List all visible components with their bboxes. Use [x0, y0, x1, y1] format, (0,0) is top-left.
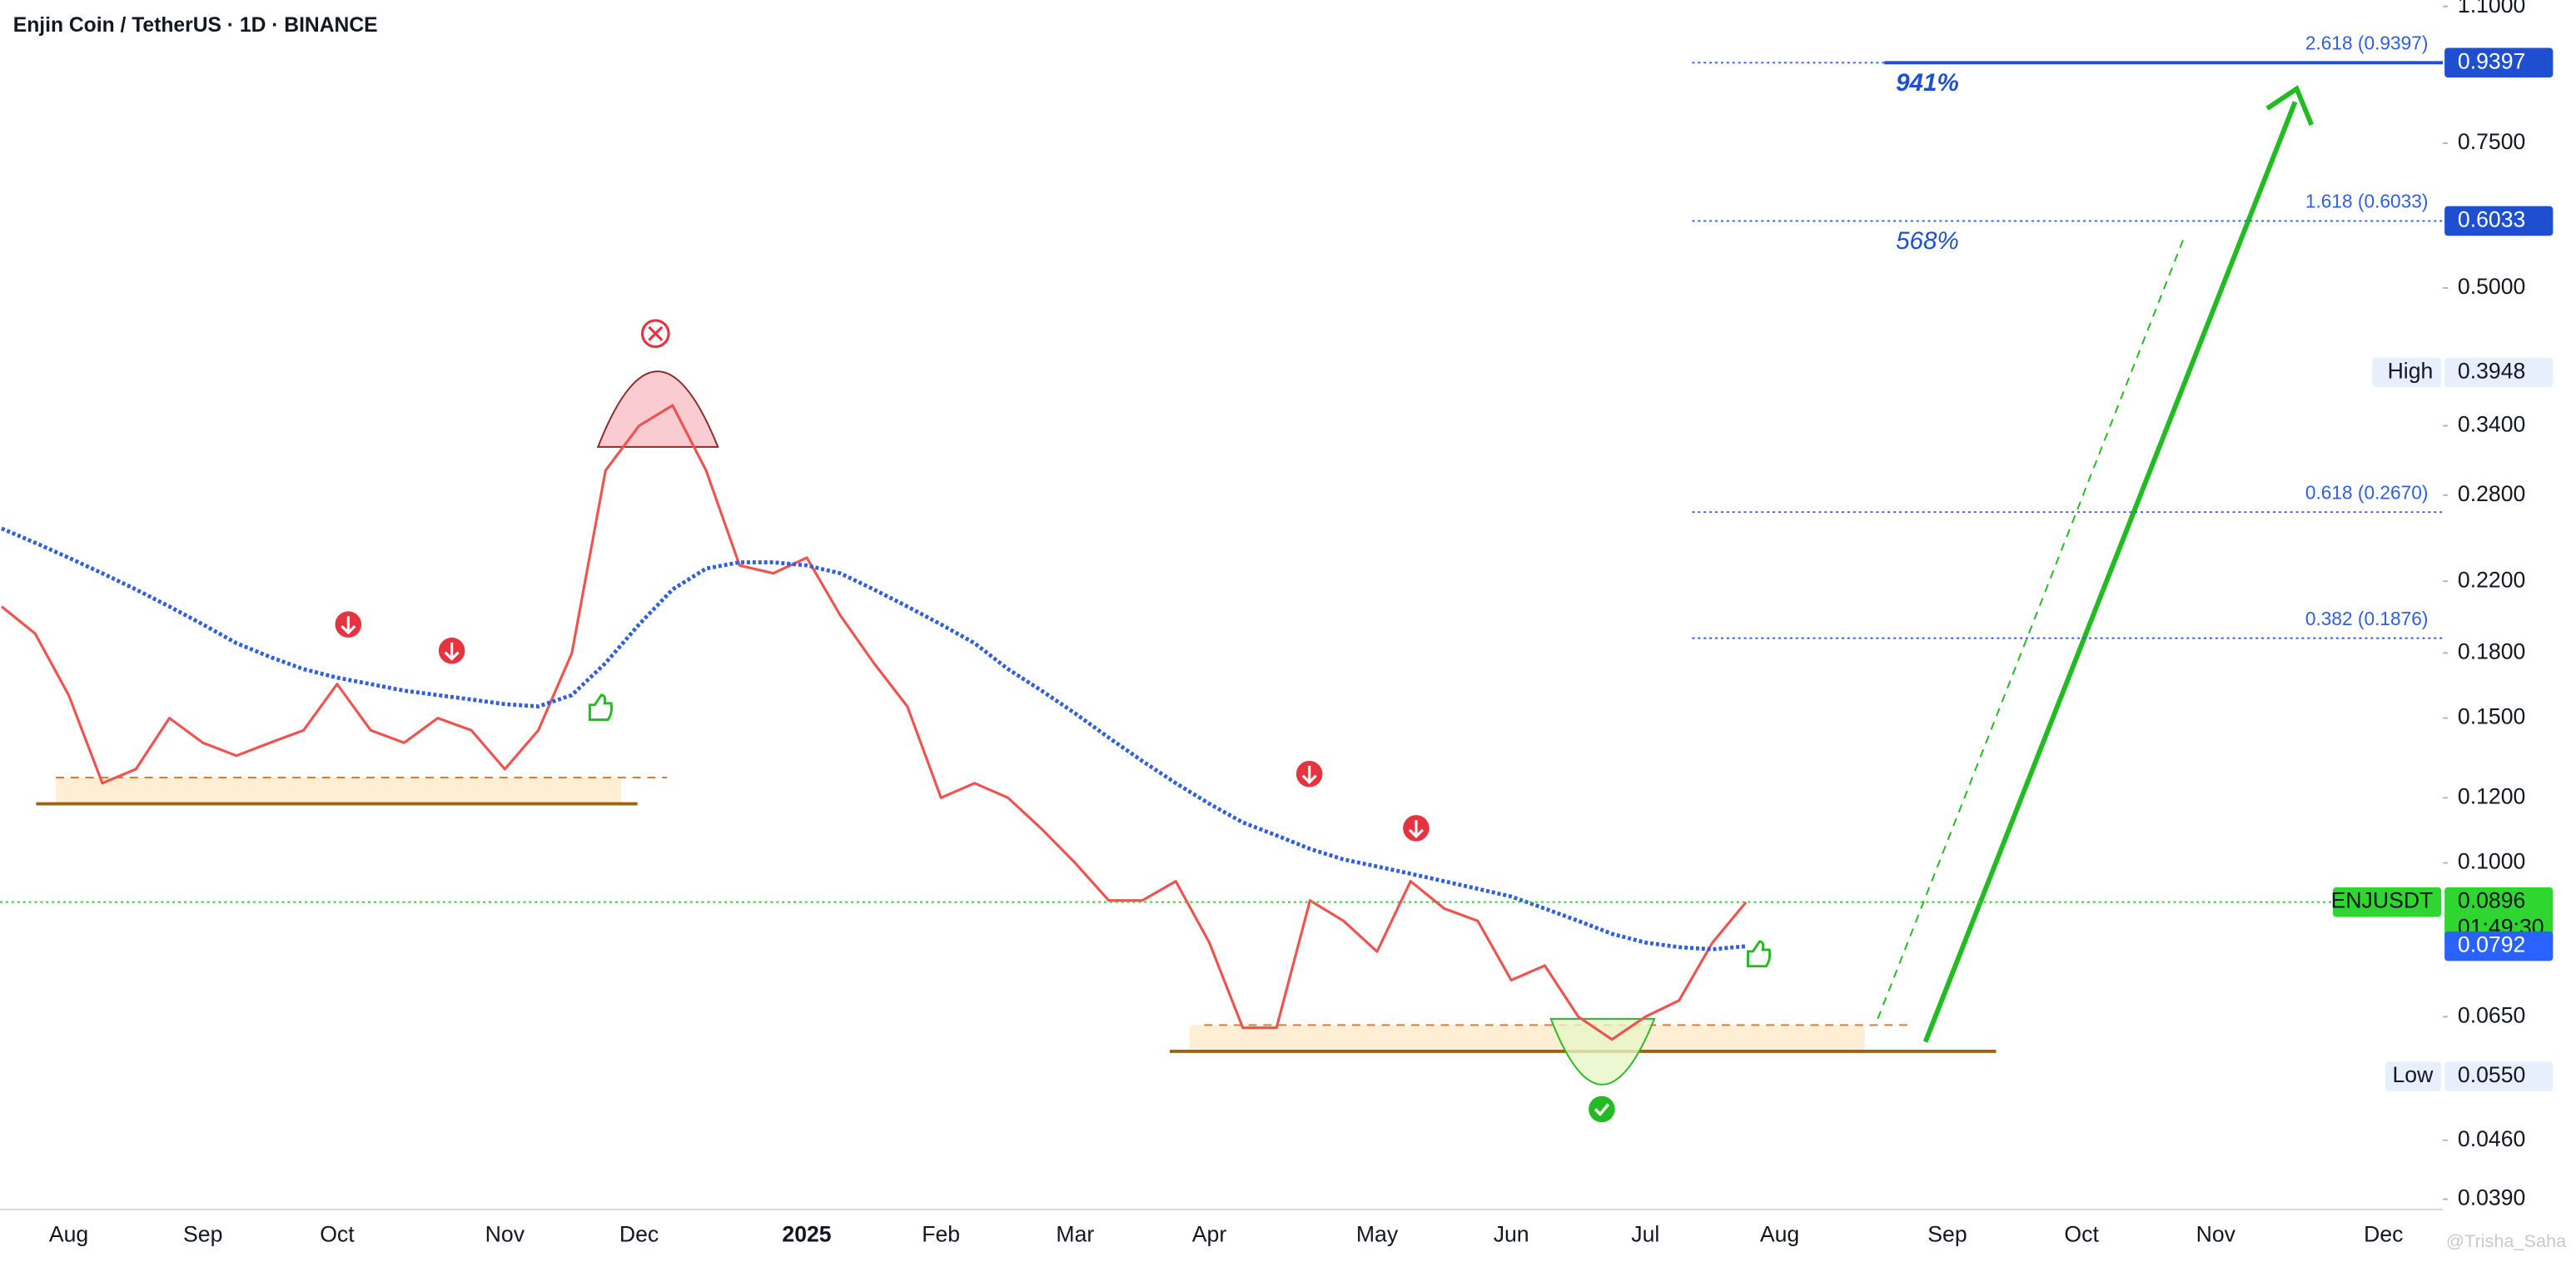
price-tag	[2444, 1061, 2554, 1091]
y-tick-label: 0.1200	[2458, 783, 2525, 808]
x-tick-label: 2025	[782, 1221, 831, 1246]
y-tick-label: 0.0460	[2458, 1126, 2525, 1151]
support-zone	[1189, 1025, 1865, 1051]
x-tick-label: May	[1356, 1221, 1399, 1246]
zones	[36, 776, 1997, 1053]
x-tick-label: Aug	[1760, 1221, 1799, 1246]
fib-label: 0.382 (0.1876)	[2305, 608, 2429, 629]
price-tag	[2444, 887, 2554, 944]
price-tag-label: 0.0792	[2458, 932, 2525, 957]
y-tick-label: 0.2800	[2458, 481, 2525, 506]
x-tick-label: Oct	[2064, 1221, 2099, 1246]
axis-layer: 1.1000 0.7500 0.5000 0.3400 0.2800 0.2200 0.18…	[49, 0, 2554, 1246]
price-tag	[2444, 47, 2554, 78]
x-tick-label: Feb	[922, 1221, 960, 1246]
x-tick-label: Oct	[320, 1221, 355, 1246]
name-tag-label: High	[2388, 358, 2434, 383]
name-tag-label: Low	[2392, 1062, 2434, 1087]
price-tag-label: 0.6033	[2458, 206, 2525, 231]
fib-label: 0.618 (0.2670)	[2305, 481, 2429, 503]
plot: 2.618 (0.9397) 941% 1.618 (0.6033) 568% 0.61…	[0, 32, 2444, 1041]
y-tick-label: 0.5000	[2458, 274, 2525, 299]
projection-arrow	[1922, 101, 2298, 1043]
price-tag	[2444, 206, 2554, 236]
x-tick-label: Aug	[49, 1221, 88, 1246]
thumb-icon	[1747, 940, 1772, 968]
y-tick-label: 0.1000	[2458, 849, 2525, 874]
y-tick-label: 0.1500	[2458, 704, 2525, 729]
thumb-icon	[588, 693, 614, 722]
price-tag-label: 0.3948	[2458, 358, 2525, 383]
x-tick-label: Apr	[1192, 1221, 1227, 1246]
price-line	[0, 404, 1748, 1041]
x-tick-label: Dec	[2364, 1221, 2403, 1246]
price-tag	[2444, 931, 2554, 961]
sell-icons	[335, 319, 1772, 1123]
y-tick-label: 0.7500	[2458, 129, 2525, 154]
name-tag	[2332, 887, 2442, 917]
name-tag-label: ENJUSDT	[2331, 888, 2434, 913]
projection-dashed	[1877, 234, 2186, 1020]
price-tag-label: 0.9397	[2458, 48, 2525, 73]
fib-label: 2.618 (0.9397)	[2305, 32, 2429, 54]
x-tick-label: Sep	[1927, 1221, 1967, 1246]
x-tick-label: Nov	[2196, 1221, 2236, 1246]
price-tag-label: 0.0896	[2458, 888, 2525, 913]
price-tag-label: 0.0550	[2458, 1062, 2525, 1087]
y-tick-label: 0.1800	[2458, 638, 2525, 663]
chart-title: Enjin Coin / TetherUS · 1D · BINANCE	[13, 14, 378, 37]
x-tick-label: Jul	[1631, 1221, 1659, 1246]
x-tick-label: Jun	[1494, 1221, 1529, 1246]
check-icon	[1589, 1096, 1615, 1123]
top-pattern	[596, 370, 719, 448]
x-tick-label: Mar	[1056, 1221, 1094, 1246]
x-tick-label: Sep	[183, 1221, 222, 1246]
y-tick-label: 0.0390	[2458, 1185, 2525, 1210]
watermark: @Trisha_Saha	[2446, 1230, 2567, 1251]
price-tag	[2444, 357, 2554, 388]
gain-label: 941%	[1896, 69, 1959, 97]
name-tag	[2385, 1061, 2442, 1091]
cross-mark	[648, 325, 664, 341]
name-tag	[2372, 357, 2442, 388]
y-tick-label: 0.3400	[2458, 412, 2525, 437]
y-tick-label: 0.0650	[2458, 1002, 2525, 1027]
y-tick-label: 0.2200	[2458, 567, 2525, 592]
projection-arrowhead	[2265, 85, 2315, 127]
gain-label: 568%	[1896, 227, 1959, 255]
x-tick-label: Dec	[619, 1221, 659, 1246]
down-arrows	[341, 616, 1424, 838]
x-tick-label: Nov	[485, 1221, 525, 1246]
bottom-pattern	[1549, 1017, 1656, 1086]
support-zone	[56, 777, 621, 804]
y-tick-label: 1.1000	[2458, 0, 2525, 17]
fib-label: 1.618 (0.6033)	[2305, 191, 2429, 212]
moving-average	[1, 526, 1747, 951]
check-mark	[1594, 1103, 1610, 1116]
